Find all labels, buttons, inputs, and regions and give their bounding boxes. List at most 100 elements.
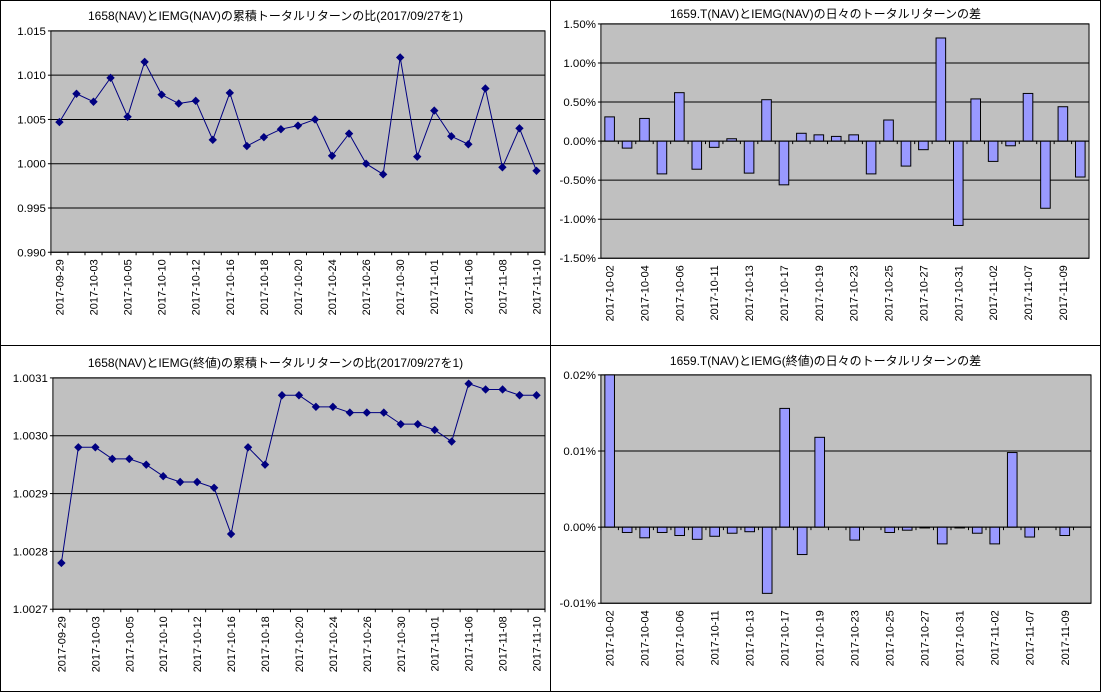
x-tick-label: 2017-10-19 <box>814 265 826 321</box>
bar <box>884 526 896 533</box>
x-tick-label: 2017-10-23 <box>849 265 861 321</box>
x-tick-label: 2017-10-10 <box>157 259 169 315</box>
x-tick-label: 2017-10-17 <box>779 265 791 321</box>
data-point-marker <box>142 460 151 469</box>
x-tick-label: 2017-11-07 <box>1025 610 1037 665</box>
data-point-marker <box>277 391 287 400</box>
x-tick-label: 2017-11-09 <box>1060 610 1072 665</box>
y-tick-label: 1.000 <box>17 159 46 171</box>
data-point-marker <box>395 53 405 62</box>
chart-title: 1659.T(NAV)とIEMG(終値)の日々のトータルリターンの差 <box>669 354 982 368</box>
bar <box>761 526 773 594</box>
y-tick-label: 1.0029 <box>13 489 48 501</box>
y-tick-label: 1.0030 <box>13 431 48 443</box>
x-tick-label: 2017-11-07 <box>1023 265 1035 320</box>
bar <box>691 526 703 540</box>
bar <box>674 92 685 142</box>
x-tick-label: 2017-10-02 <box>605 265 617 321</box>
daily-diff-nav-chart: 1.50% 1.00% 0.50% 0.00% -0.50% -1.00% -1.50% 20… <box>560 19 1090 321</box>
bar <box>656 526 668 533</box>
data-point-marker <box>174 99 183 108</box>
data-point-marker <box>327 151 337 160</box>
x-tick-label: 2017-10-20 <box>294 616 306 672</box>
x-tick-label: 2017-11-08 <box>497 259 509 314</box>
data-point-marker <box>293 121 303 130</box>
data-point-marker <box>89 97 98 106</box>
y-tick-label: 1.010 <box>17 70 46 82</box>
chart-panel-daily-diff-nav: 1659.T(NAV)とIEMG(NAV)の日々のトータルリターンの差 1.50… <box>550 0 1101 346</box>
data-point-marker <box>345 408 355 417</box>
x-tick-label: 2017-10-06 <box>675 610 687 666</box>
bar <box>1006 452 1018 528</box>
data-point-marker <box>123 112 132 121</box>
data-point-marker <box>310 115 320 124</box>
x-tick-label: 2017-10-17 <box>780 610 792 666</box>
x-tick-label: 2017-11-10 <box>531 259 543 314</box>
data-point-marker <box>481 385 490 394</box>
bar <box>830 135 842 142</box>
bar <box>604 374 615 528</box>
data-point-marker <box>192 477 202 487</box>
y-tick-label: -1.50% <box>560 253 596 265</box>
bar <box>935 37 947 142</box>
bar <box>778 140 790 186</box>
x-tick-label: 2017-11-02 <box>988 265 1000 320</box>
chart-title: 1659.T(NAV)とIEMG(NAV)の日々のトータルリターンの差 <box>670 7 981 21</box>
y-tick-label: -1.00% <box>560 214 596 226</box>
x-tick-label: 2017-10-25 <box>885 610 897 666</box>
plot-area <box>50 30 546 253</box>
bar <box>708 140 720 148</box>
data-point-marker <box>515 124 524 133</box>
data-point-marker <box>430 106 439 115</box>
chart-title: 1658(NAV)とIEMG(NAV)の累積トータルリターンの比(2017/09… <box>87 9 464 23</box>
data-point-marker <box>55 117 64 127</box>
x-tick-label: 2017-09-29 <box>54 259 66 315</box>
x-tick-label: 2017-09-29 <box>56 616 68 672</box>
bar <box>674 526 685 537</box>
data-point-marker <box>106 73 115 83</box>
data-point-marker <box>259 132 269 142</box>
data-point-marker <box>464 379 473 388</box>
cum-return-nav-chart: 1.015 1.010 1.005 1.000 0.995 0.990 2017-09-29… <box>17 26 546 315</box>
data-point-marker <box>362 408 372 417</box>
data-point-marker <box>91 443 100 452</box>
data-point-marker <box>260 460 270 469</box>
bar <box>656 140 668 175</box>
x-tick-label: 2017-10-05 <box>123 259 135 315</box>
x-tick-label: 2017-10-27 <box>920 610 932 666</box>
bar <box>779 407 791 528</box>
bar <box>1057 106 1069 142</box>
data-point-marker <box>209 483 219 492</box>
y-tick-label: 1.015 <box>17 26 46 38</box>
data-point-marker <box>208 135 217 145</box>
bar <box>848 134 859 142</box>
bar <box>1005 140 1016 147</box>
x-tick-label: 2017-10-06 <box>674 265 686 321</box>
daily-diff-close-chart: 0.02% 0.01% 0.00% -0.01% 2017-10-02 2017-10-0… <box>560 370 1092 666</box>
y-tick-label: 0.990 <box>17 247 46 259</box>
data-point-marker <box>276 125 286 134</box>
data-point-marker <box>191 96 200 106</box>
bar <box>970 98 982 142</box>
x-tick-label: 2017-11-08 <box>498 616 510 671</box>
bar <box>900 140 912 167</box>
data-point-marker <box>159 472 168 481</box>
data-point-marker <box>294 391 304 400</box>
bar <box>989 526 1001 545</box>
x-tick-label: 2017-10-13 <box>745 610 757 666</box>
bar <box>814 436 826 528</box>
x-tick-label: 2017-10-30 <box>395 259 407 315</box>
bar <box>604 116 615 142</box>
x-tick-label: 2017-11-01 <box>430 616 442 671</box>
bar <box>639 117 650 142</box>
x-tick-label: 2017-10-24 <box>327 259 339 315</box>
chart-panel-daily-diff-close: 1659.T(NAV)とIEMG(終値)の日々のトータルリターンの差 0.02%… <box>550 345 1101 692</box>
bar <box>621 526 633 533</box>
bar <box>691 140 703 170</box>
bar <box>621 140 633 149</box>
bar <box>744 526 756 533</box>
y-tick-label: 1.00% <box>563 58 596 70</box>
y-tick-label: -0.50% <box>560 175 596 187</box>
y-tick-label: 1.0028 <box>13 546 48 558</box>
bar <box>918 140 929 151</box>
